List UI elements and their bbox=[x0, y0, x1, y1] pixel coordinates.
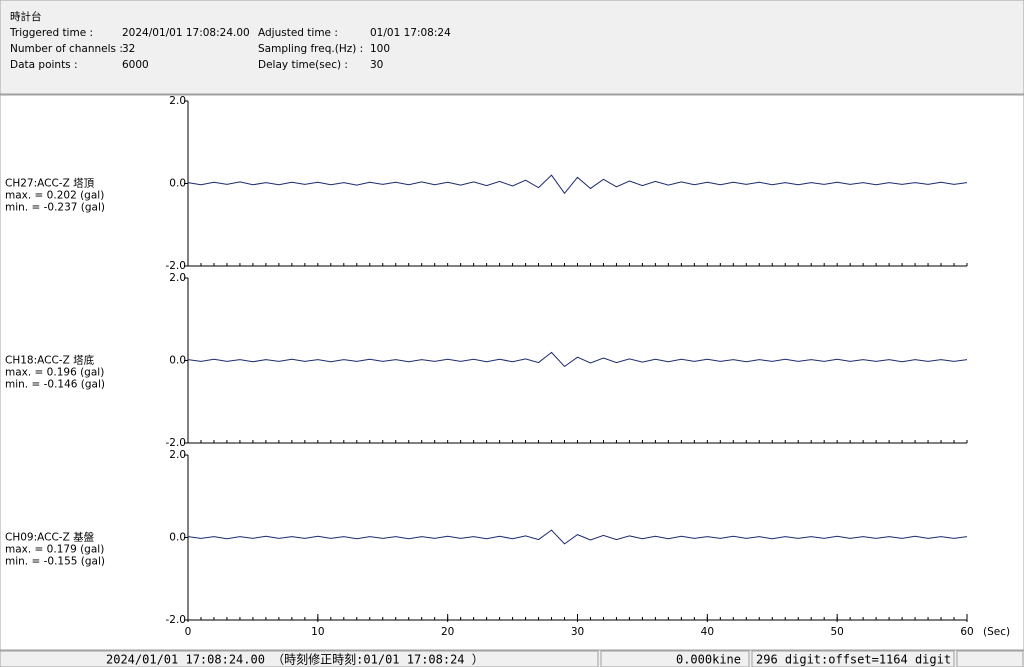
channel-chart: 2.0 0.0 -2.00 10 20 30 40 50 60 (Sec) CH09:ACC-Z 基… bbox=[5, 449, 1010, 638]
status-cell bbox=[751, 650, 955, 667]
x-tick-label: 0 bbox=[185, 626, 192, 638]
chart-panel bbox=[0, 94, 1024, 651]
field-value: 01/01 17:08:24 bbox=[370, 27, 451, 39]
field-label: Triggered time : bbox=[9, 27, 93, 39]
y-tick-label: -2.0 bbox=[166, 614, 187, 626]
max-label: max. = 0.202 (gal) bbox=[5, 190, 104, 202]
x-tick-label: 40 bbox=[701, 626, 714, 638]
y-tick-label: 0.0 bbox=[169, 355, 186, 367]
x-axis-label: (Sec) bbox=[983, 626, 1010, 638]
status-cell bbox=[0, 650, 599, 667]
field-label: Number of channels : bbox=[10, 43, 123, 55]
y-tick-label: 0.0 bbox=[169, 532, 186, 544]
channel-name: CH18:ACC-Z 塔底 bbox=[5, 354, 95, 367]
x-tick-label: 10 bbox=[311, 626, 324, 638]
channel-name: CH27:ACC-Z 塔頂 bbox=[5, 177, 95, 190]
field-label: Sampling freq.(Hz) : bbox=[258, 43, 363, 55]
y-tick-label: 0.0 bbox=[169, 178, 186, 190]
field-label: Delay time(sec) : bbox=[258, 59, 348, 71]
x-tick-label: 20 bbox=[441, 626, 454, 638]
x-tick-label: 30 bbox=[571, 626, 584, 638]
header-fields: Triggered time : 2024/01/01 17:08:24.00 Nu… bbox=[9, 27, 451, 71]
status-digit: 296 digit:offset=1164 digit bbox=[756, 653, 951, 667]
channel-name: CH09:ACC-Z 基盤 bbox=[5, 531, 95, 544]
min-label: min. = -0.146 (gal) bbox=[5, 379, 105, 391]
y-tick-label: 2.0 bbox=[169, 95, 186, 107]
min-label: min. = -0.237 (gal) bbox=[5, 202, 105, 214]
status-cell bbox=[956, 650, 1024, 667]
y-tick-label: 2.0 bbox=[169, 272, 186, 284]
y-tick-label: 2.0 bbox=[169, 449, 186, 461]
waveform bbox=[187, 351, 968, 368]
field-value: 6000 bbox=[122, 59, 149, 71]
max-label: max. = 0.196 (gal) bbox=[5, 367, 104, 379]
x-tick-label: 50 bbox=[830, 626, 843, 638]
field-value: 30 bbox=[370, 59, 383, 71]
y-tick-label: -2.0 bbox=[166, 437, 187, 449]
x-tick-label: 60 bbox=[960, 626, 973, 638]
station-title: 時計台 bbox=[10, 10, 42, 23]
header-panel bbox=[0, 0, 1024, 95]
field-value: 100 bbox=[370, 43, 390, 55]
field-value: 32 bbox=[122, 43, 135, 55]
field-label: Adjusted time : bbox=[258, 27, 338, 39]
status-kine: 0.000kine bbox=[676, 653, 741, 667]
min-label: min. = -0.155 (gal) bbox=[5, 556, 105, 568]
max-label: max. = 0.179 (gal) bbox=[5, 544, 104, 556]
waveform bbox=[187, 174, 968, 195]
status-cell bbox=[600, 650, 750, 667]
field-value: 2024/01/01 17:08:24.00 bbox=[122, 27, 250, 39]
status-time: 2024/01/01 17:08:24.00 （時刻修正時刻:01/01 17:… bbox=[106, 652, 484, 667]
field-label: Data points : bbox=[10, 59, 78, 71]
waveform bbox=[187, 529, 968, 545]
y-tick-label: -2.0 bbox=[166, 260, 187, 272]
